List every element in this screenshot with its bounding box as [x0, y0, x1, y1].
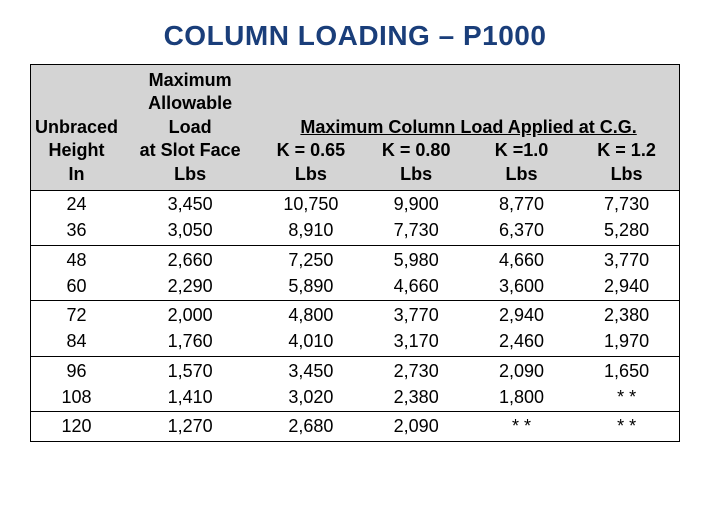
cell-k065: 2,680 — [258, 412, 363, 441]
cell-slot: 1,410 — [122, 384, 258, 412]
cell-k065: 4,800 — [258, 301, 363, 329]
cell-slot: 1,270 — [122, 412, 258, 441]
cell-k12: 1,970 — [574, 328, 679, 356]
cell-k080: 3,170 — [364, 328, 469, 356]
cell-h: 96 — [31, 356, 123, 384]
cell-h: 36 — [31, 217, 123, 245]
header-k-3: K = 1.2 — [574, 139, 679, 162]
cell-k065: 3,020 — [258, 384, 363, 412]
cell-h: 72 — [31, 301, 123, 329]
table-header: Maximum Unbraced Allowable Load Maximum … — [31, 65, 680, 191]
table-row: 363,0508,9107,7306,3705,280 — [31, 217, 680, 245]
column-loading-table: Maximum Unbraced Allowable Load Maximum … — [30, 64, 680, 442]
cell-k065: 3,450 — [258, 356, 363, 384]
cell-k10: 2,460 — [469, 328, 574, 356]
cell-k12: * * — [574, 384, 679, 412]
header-col2-unit: Lbs — [122, 163, 258, 191]
cell-k080: 2,090 — [364, 412, 469, 441]
cell-k080: 3,770 — [364, 301, 469, 329]
cell-k12: 1,650 — [574, 356, 679, 384]
cell-slot: 2,290 — [122, 273, 258, 301]
header-col1-unit: In — [31, 163, 123, 191]
cell-k10: 2,940 — [469, 301, 574, 329]
table-row: 1081,4103,0202,3801,800* * — [31, 384, 680, 412]
cell-slot: 1,570 — [122, 356, 258, 384]
cell-k12: 7,730 — [574, 190, 679, 217]
cell-slot: 3,450 — [122, 190, 258, 217]
header-k-1: K = 0.80 — [364, 139, 469, 162]
cell-k10: 6,370 — [469, 217, 574, 245]
header-col2-line3: at Slot Face — [122, 139, 258, 162]
cell-k12: 2,380 — [574, 301, 679, 329]
header-k-2: K =1.0 — [469, 139, 574, 162]
cell-k10: 4,660 — [469, 245, 574, 273]
header-unit: Lbs — [258, 163, 363, 191]
cell-slot: 1,760 — [122, 328, 258, 356]
header-k-0: K = 0.65 — [258, 139, 363, 162]
cell-k080: 9,900 — [364, 190, 469, 217]
cell-k065: 8,910 — [258, 217, 363, 245]
table-row: 243,45010,7509,9008,7707,730 — [31, 190, 680, 217]
cell-k12: 3,770 — [574, 245, 679, 273]
header-col1-line2: Height — [31, 139, 123, 162]
cell-h: 108 — [31, 384, 123, 412]
header-blank — [258, 65, 679, 93]
table-body: 243,45010,7509,9008,7707,730363,0508,910… — [31, 190, 680, 441]
table-row: 1201,2702,6802,090* ** * — [31, 412, 680, 441]
cell-k065: 4,010 — [258, 328, 363, 356]
table-row: 482,6607,2505,9804,6603,770 — [31, 245, 680, 273]
header-span-label: Maximum Column Load Applied at C.G. — [258, 92, 679, 139]
header-col1-line1: Unbraced — [31, 92, 123, 139]
cell-h: 48 — [31, 245, 123, 273]
table-title: COLUMN LOADING – P1000 — [30, 20, 680, 52]
cell-h: 24 — [31, 190, 123, 217]
table-row: 722,0004,8003,7702,9402,380 — [31, 301, 680, 329]
table-row: 841,7604,0103,1702,4601,970 — [31, 328, 680, 356]
header-blank — [31, 65, 123, 93]
cell-slot: 3,050 — [122, 217, 258, 245]
cell-k10: 3,600 — [469, 273, 574, 301]
cell-h: 84 — [31, 328, 123, 356]
header-unit: Lbs — [469, 163, 574, 191]
cell-k080: 7,730 — [364, 217, 469, 245]
cell-k10: 1,800 — [469, 384, 574, 412]
cell-k065: 7,250 — [258, 245, 363, 273]
header-col2-line1: Maximum — [122, 65, 258, 93]
header-unit: Lbs — [364, 163, 469, 191]
cell-k10: 2,090 — [469, 356, 574, 384]
cell-k12: 2,940 — [574, 273, 679, 301]
cell-k12: 5,280 — [574, 217, 679, 245]
table-row: 961,5703,4502,7302,0901,650 — [31, 356, 680, 384]
cell-k080: 2,730 — [364, 356, 469, 384]
header-col2-line2: Allowable Load — [122, 92, 258, 139]
cell-k10: * * — [469, 412, 574, 441]
cell-k080: 2,380 — [364, 384, 469, 412]
table-row: 602,2905,8904,6603,6002,940 — [31, 273, 680, 301]
cell-slot: 2,660 — [122, 245, 258, 273]
cell-h: 60 — [31, 273, 123, 301]
cell-slot: 2,000 — [122, 301, 258, 329]
header-unit: Lbs — [574, 163, 679, 191]
cell-h: 120 — [31, 412, 123, 441]
cell-k065: 5,890 — [258, 273, 363, 301]
cell-k080: 4,660 — [364, 273, 469, 301]
cell-k065: 10,750 — [258, 190, 363, 217]
cell-k080: 5,980 — [364, 245, 469, 273]
cell-k12: * * — [574, 412, 679, 441]
cell-k10: 8,770 — [469, 190, 574, 217]
